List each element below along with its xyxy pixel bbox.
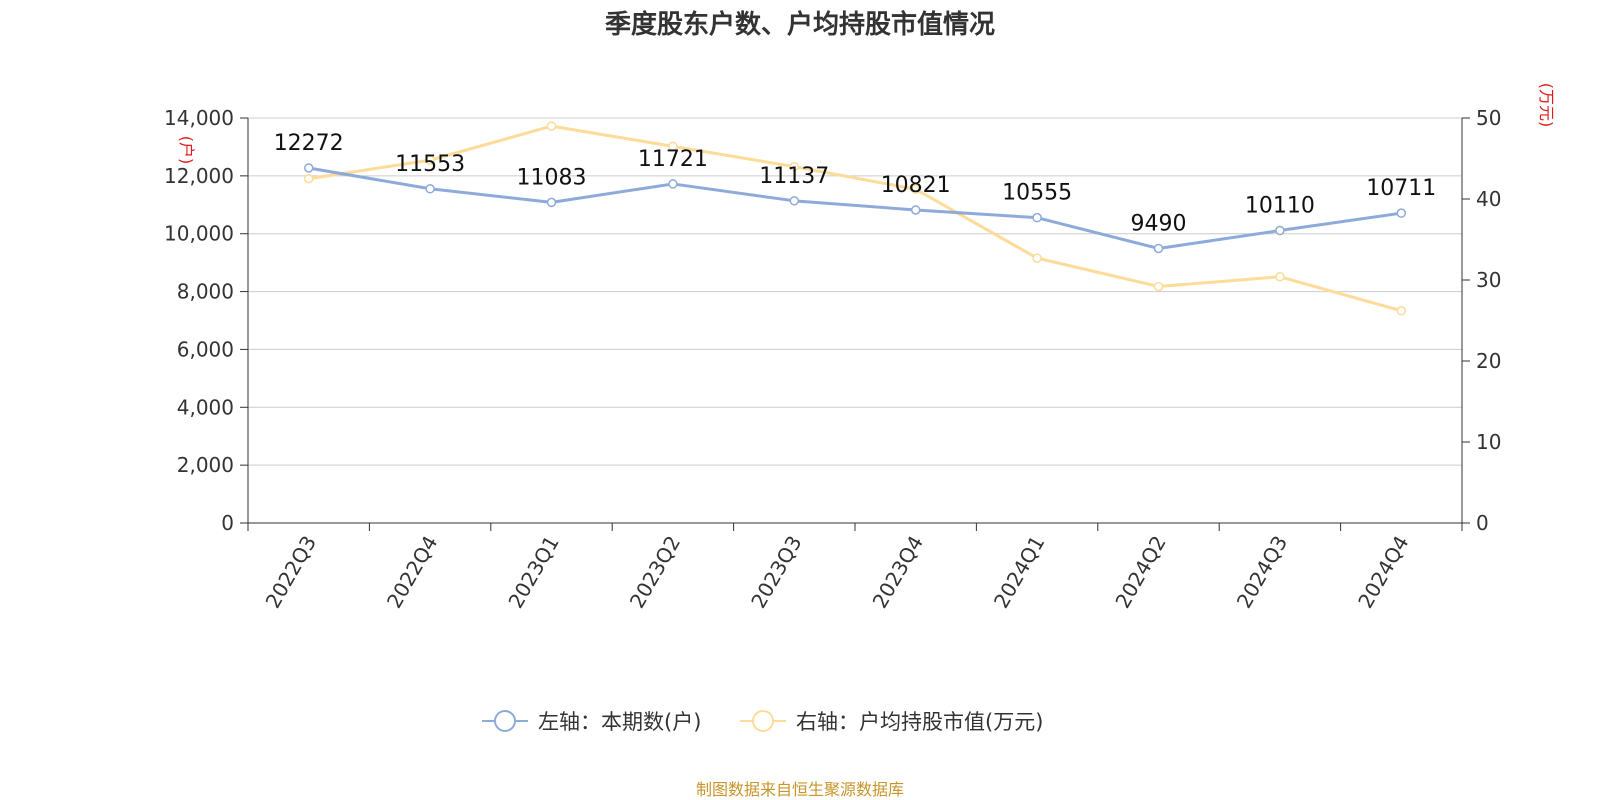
legend-label[interactable]: 右轴：户均持股市值(万元) <box>796 710 1043 734</box>
right-axis-tick-label: 40 <box>1476 187 1501 211</box>
legend-marker-circle[interactable] <box>494 710 516 732</box>
data-labels: 12272 11553 11083 11721 11137 10821 10555 9490 1… <box>274 131 1437 236</box>
data-label: 10555 <box>1002 181 1072 206</box>
data-point[interactable] <box>303 163 314 173</box>
right-axis-tick-label: 30 <box>1476 268 1501 292</box>
legend[interactable]: 左轴：本期数(户) 右轴：户均持股市值(万元) <box>482 710 1043 734</box>
data-point[interactable] <box>1275 225 1285 236</box>
right-axis-tick-label: 50 <box>1476 106 1501 130</box>
left-axis-tick-label: 2,000 <box>177 453 234 477</box>
legend-marker-circle[interactable] <box>752 710 774 732</box>
chart-title: 季度股东户数、户均持股市值情况 <box>604 10 995 40</box>
data-point[interactable] <box>425 184 435 194</box>
axes: 0 2,000 4,000 6,000 8,000 10,000 12,000 14,000 0… <box>164 106 1501 612</box>
data-point[interactable] <box>1153 281 1164 292</box>
data-label: 11137 <box>759 164 829 189</box>
left-axis-tick-label: 10,000 <box>164 222 234 246</box>
data-point[interactable] <box>1032 253 1042 263</box>
data-point[interactable] <box>1275 272 1285 282</box>
data-point[interactable] <box>303 174 314 184</box>
data-point[interactable] <box>546 121 557 131</box>
data-label: 10821 <box>881 173 951 198</box>
x-axis-tick-label: 2023Q2 <box>625 532 685 613</box>
x-axis-tick-label: 2024Q3 <box>1232 532 1292 613</box>
x-axis-tick-label: 2024Q2 <box>1110 532 1170 613</box>
x-axis-tick-label: 2023Q4 <box>868 532 928 613</box>
data-point[interactable] <box>1396 306 1407 316</box>
data-label: 11721 <box>638 147 708 172</box>
data-label: 11083 <box>517 165 587 190</box>
x-axis-tick-label: 2023Q1 <box>503 532 563 613</box>
data-label: 9490 <box>1131 211 1187 236</box>
right-axis-tick-label: 0 <box>1476 511 1489 535</box>
right-axis-unit-label: (万元) <box>1537 83 1556 128</box>
data-point[interactable] <box>1396 208 1407 218</box>
right-axis-tick-label: 10 <box>1476 430 1501 454</box>
data-point[interactable] <box>1032 212 1042 223</box>
left-axis-tick-label: 6,000 <box>177 337 234 361</box>
left-axis-tick-label: 12,000 <box>164 164 234 188</box>
left-axis-tick-label: 0 <box>221 511 234 535</box>
legend-label[interactable]: 左轴：本期数(户) <box>538 710 701 734</box>
data-point[interactable] <box>546 197 557 208</box>
data-point[interactable] <box>910 184 921 195</box>
x-axis-tick-label: 2023Q3 <box>746 532 806 613</box>
x-axis-tick-label: 2024Q4 <box>1353 532 1413 613</box>
x-axis-tick-label: 2022Q4 <box>382 532 442 613</box>
data-label: 10110 <box>1245 194 1315 219</box>
left-axis-tick-label: 8,000 <box>177 280 234 304</box>
data-point[interactable] <box>789 196 800 206</box>
data-point[interactable] <box>668 179 678 189</box>
data-point[interactable] <box>668 141 678 152</box>
right-axis-tick-label: 20 <box>1476 349 1501 373</box>
data-point[interactable] <box>1153 243 1164 254</box>
left-axis-unit-label: (户) <box>177 136 196 165</box>
source-note: 制图数据来自恒生聚源数据库 <box>695 780 904 799</box>
left-axis-tick-label: 14,000 <box>164 106 234 130</box>
data-label: 11553 <box>395 152 465 177</box>
data-label: 12272 <box>274 131 344 156</box>
data-point[interactable] <box>789 161 800 172</box>
grid-lines <box>248 117 1462 466</box>
x-axis-tick-label: 2022Q3 <box>261 532 321 613</box>
data-point[interactable] <box>425 155 435 165</box>
left-axis-tick-label: 4,000 <box>177 395 234 419</box>
series-line <box>308 166 1402 250</box>
x-axis-tick-label: 2024Q1 <box>989 532 1049 613</box>
series-line <box>308 124 1402 313</box>
data-point[interactable] <box>910 205 921 215</box>
data-label: 10711 <box>1366 176 1436 201</box>
series-layer <box>303 121 1407 316</box>
